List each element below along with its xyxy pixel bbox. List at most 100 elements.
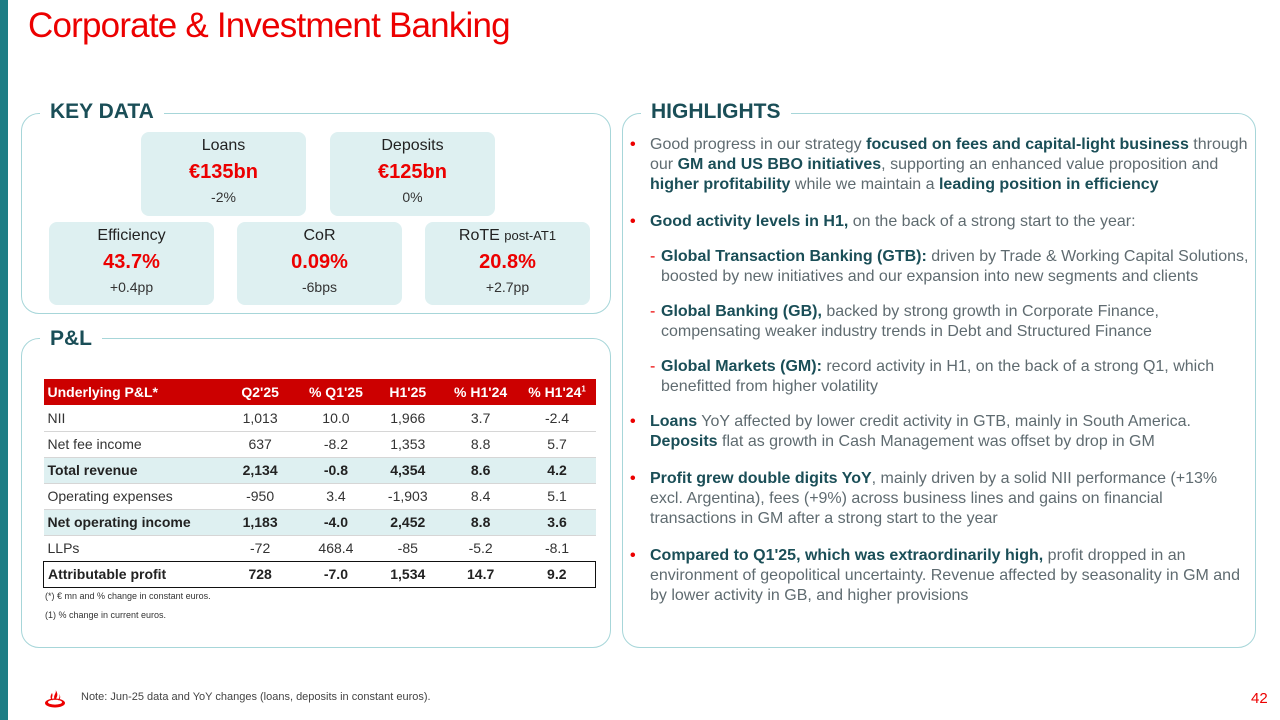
pl-cell: 4.2 [547,462,567,478]
pl-cell: -8.1 [544,540,570,556]
pl-header-cell: % Q1'25 [308,384,363,400]
pl-panel [21,338,611,648]
efficiency-change: +0.4pp [109,279,154,295]
key-data-panel [21,113,611,314]
deposits-value: €125bn [378,161,447,183]
loans-change: -2% [211,189,236,205]
highlight-text: focused on fees and capital-light busine… [866,136,1189,153]
pl-cell: -4.0 [323,514,348,530]
cor-value: 0.09% [291,251,348,273]
page-title: Corporate & Investment Banking [28,6,511,45]
page-number: 42 [1251,690,1268,707]
bullet-icon: • [630,213,636,230]
highlight-item: • Good activity levels in H1, on the back… [630,212,1250,232]
highlight-text: Global Banking (GB), [661,303,822,320]
highlight-text: Loans [650,413,698,430]
highlight-text: Good activity levels in H1, [650,213,849,230]
pl-row: NII 1,013 10.0 1,966 3.7 -2.4 [43,405,596,431]
pl-header-row: Underlying P&L* Q2'25 % Q1'25 H1'25 % H1… [43,379,596,405]
deposits-name: Deposits [381,137,444,154]
pl-row-label: LLPs [47,540,80,556]
footer-note: Note: Jun-25 data and YoY changes (loans… [81,691,431,703]
highlight-text: record activity in H1, on the back of a … [661,358,1215,395]
pl-row-label: NII [47,409,66,426]
pl-cell: -7.0 [298,560,373,588]
pl-table: Underlying P&L* Q2'25 % Q1'25 H1'25 % H1… [43,379,596,588]
pl-cell: 1,013 [242,409,278,426]
rote-name-row: RoTE post-AT1 [425,227,590,245]
pl-cell: 5.7 [547,436,567,452]
pl-cell: 8.4 [470,488,491,504]
pl-cell: -5.2 [468,540,493,556]
loans-name: Loans [201,137,246,154]
highlight-subitem: - Global Markets (GM): record activity in… [630,357,1250,397]
pl-row: Total revenue 2,134 -0.8 4,354 8.6 4.2 [43,457,596,483]
rote-name-suffix: post-AT1 [504,228,557,243]
pl-row: Attributable profit 728 -7.0 1,534 14.7 9.2 [43,560,596,588]
efficiency-card: Efficiency 43.7% +0.4pp [49,222,214,305]
pl-cell: -1,903 [387,488,428,504]
pl-cell: -8.2 [323,436,348,452]
pl-row-label: Attributable profit [43,560,222,588]
pl-cell: 8.8 [470,514,491,530]
pl-row: Net fee income 637 -8.2 1,353 8.8 5.7 [43,431,596,457]
pl-row-label: Net operating income [47,514,191,530]
pl-row-label: Total revenue [47,462,138,478]
highlight-text: Good progress in our strategy [650,136,867,153]
pl-row: Operating expenses -950 3.4 -1,903 8.4 5.1 [43,483,596,509]
rote-change: +2.7pp [485,279,530,295]
pl-row: LLPs -72 468.4 -85 -5.2 -8.1 [43,535,596,561]
highlight-text: Compared to Q1'25, which was extraordina… [650,547,1044,564]
bullet-icon: • [630,547,636,564]
left-accent-strip [0,0,8,720]
dash-marker-icon: - [650,303,656,320]
pl-header-cell: Underlying P&L* [47,384,158,400]
pl-cell: 1,183 [242,514,278,530]
highlight-text: driven by Trade & Working Capital Soluti… [661,248,1249,285]
loans-value: €135bn [189,161,258,183]
loans-card: Loans €135bn -2% [141,132,306,216]
efficiency-value: 43.7% [103,251,160,273]
pl-cell: 637 [248,436,272,452]
pl-row: Net operating income 1,183 -4.0 2,452 8.8 3.6 [43,509,596,535]
pl-header-cell-with-sup: % H1'241 [519,379,596,405]
highlight-text: Profit grew double digits YoY [650,470,872,487]
pl-cell: 468.4 [318,540,354,556]
highlights-label: HIGHLIGHTS [641,100,791,124]
pl-cell: -2.4 [544,409,570,426]
highlight-text: while we maintain a [790,176,939,193]
highlights-list: • Good progress in our strategy focused o… [630,135,1250,606]
highlight-item: • Profit grew double digits YoY, mainly d… [630,469,1250,529]
highlight-item: • Good progress in our strategy focused o… [630,135,1250,195]
pl-cell: 3.7 [470,409,491,426]
highlight-text: , mainly driven by a solid NII performan… [650,470,1218,527]
pl-header-text: % H1'24 [528,384,582,400]
pl-cell: 1,353 [390,436,426,452]
cor-card: CoR 0.09% -6bps [237,222,402,305]
dash-marker-icon: - [650,248,656,265]
pl-header-cell: H1'25 [389,384,427,400]
highlight-text: backed by strong growth in Corporate Fin… [661,303,1159,340]
efficiency-name: Efficiency [97,227,166,244]
highlight-text: leading position in efficiency [938,176,1159,193]
rote-name: RoTE [458,227,500,244]
pl-cell: -950 [246,488,275,504]
highlight-subitem: - Global Transaction Banking (GTB): drive… [630,247,1250,287]
highlight-text: Global Markets (GM): [661,358,822,375]
pl-cell: 14.7 [442,560,519,588]
highlight-text: , supporting an enhanced value propositi… [881,156,1219,173]
dash-marker-icon: - [650,358,656,375]
pl-footnote-1: (*) € mn and % change in constant euros. [45,591,211,601]
pl-cell: 10.0 [322,409,350,426]
pl-cell: 728 [221,560,299,588]
highlight-text: Global Transaction Banking (GTB): [661,248,927,265]
pl-footnote-2: (1) % change in current euros. [45,610,167,620]
highlight-text: flat as growth in Cash Management was of… [717,433,1155,450]
highlight-item: • Compared to Q1'25, which was extraordin… [630,546,1250,606]
bullet-icon: • [630,470,636,487]
pl-cell: 2,452 [390,514,426,530]
highlight-text: YoY affected by lower credit activity in… [697,413,1191,430]
bullet-icon: • [630,413,636,430]
pl-row-label: Operating expenses [47,488,173,504]
deposits-change: 0% [402,189,423,205]
